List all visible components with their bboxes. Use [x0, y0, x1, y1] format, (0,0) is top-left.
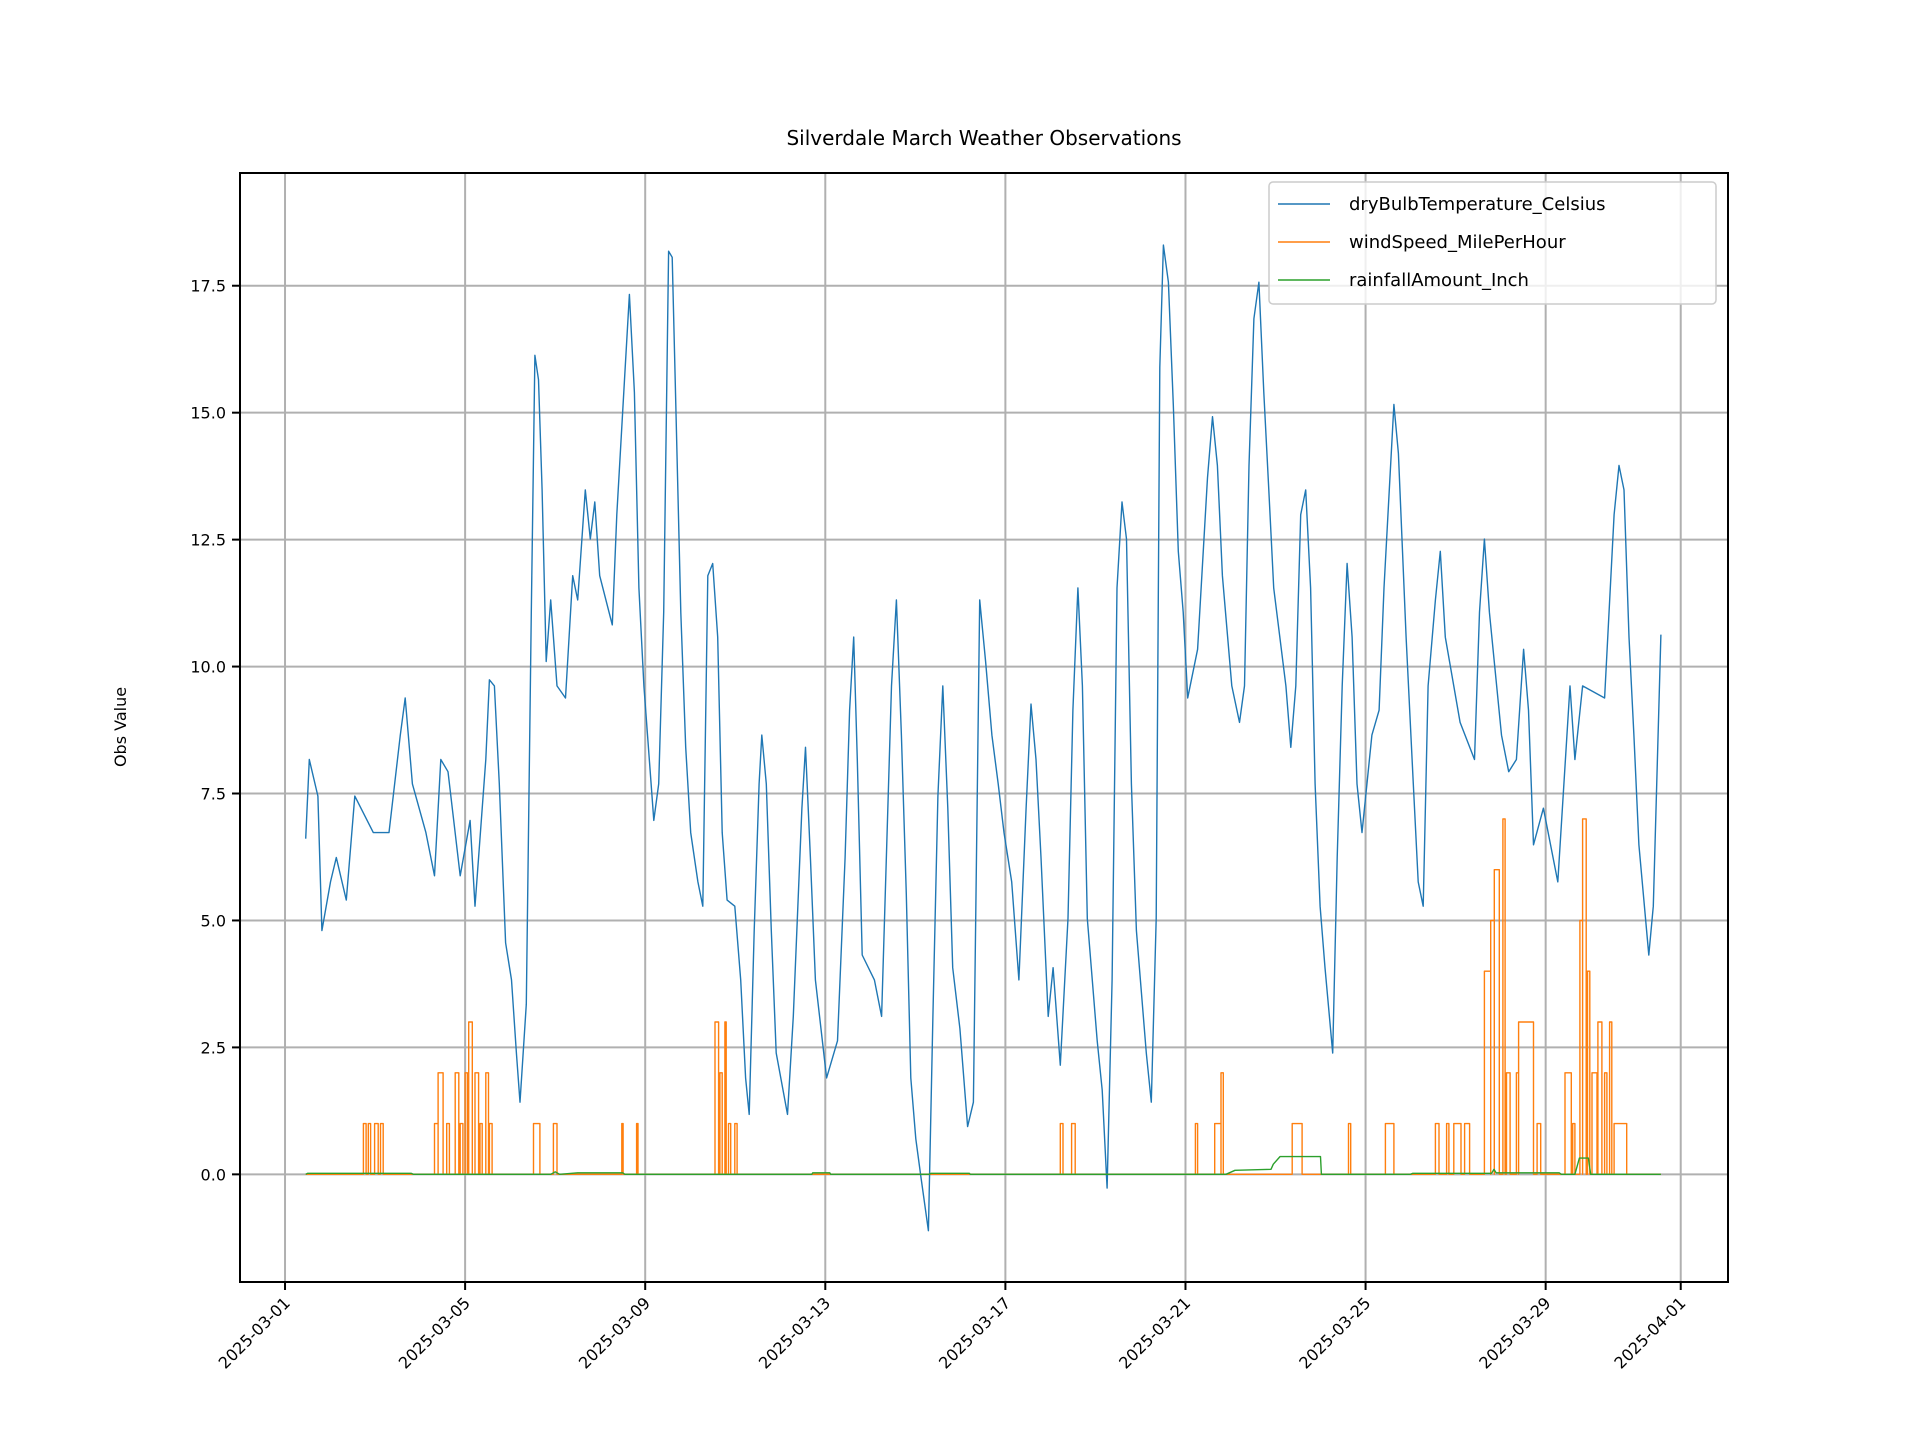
y-tick-label: 5.0 [201, 911, 226, 930]
y-axis-label: Obs Value [111, 687, 130, 767]
legend: dryBulbTemperature_Celsius windSpeed_Mile… [1268, 181, 1717, 305]
y-tick-label: 15.0 [190, 404, 226, 423]
legend-label: rainfallAmount_Inch [1349, 270, 1529, 291]
rainfall-line [305, 1155, 1661, 1175]
chart-title: Silverdale March Weather Observations [786, 126, 1181, 150]
y-axis: 0.0 2.5 5.0 7.5 10.0 12.5 15.0 17.5 [190, 277, 240, 1184]
legend-box [1268, 181, 1717, 305]
legend-label: windSpeed_MilePerHour [1349, 232, 1566, 253]
y-tick-label: 10.0 [190, 658, 226, 677]
y-tick-label: 0.0 [201, 1165, 226, 1184]
axes-frame [239, 172, 1729, 1283]
temperature-line [305, 244, 1662, 1232]
legend-label: dryBulbTemperature_Celsius [1349, 194, 1606, 215]
y-tick-label: 12.5 [190, 531, 226, 550]
y-tick-label: 2.5 [201, 1038, 226, 1057]
series-layer [305, 244, 1662, 1232]
y-tick-label: 17.5 [190, 277, 226, 296]
y-tick-label: 7.5 [201, 785, 226, 804]
